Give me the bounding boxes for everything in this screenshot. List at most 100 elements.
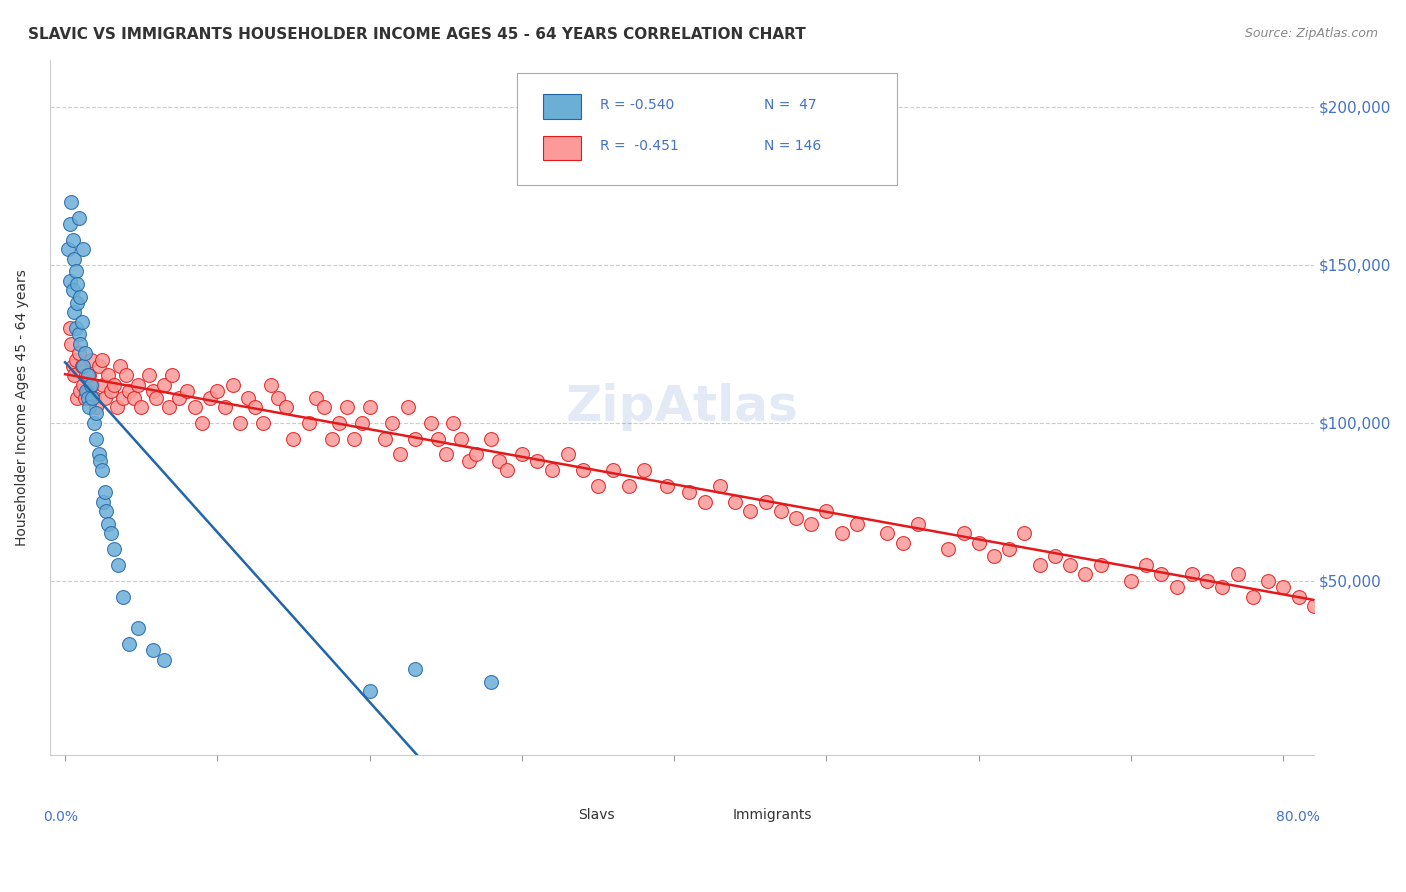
Point: [633, 463, 655, 477]
Point: [321, 432, 343, 446]
Point: [90, 352, 112, 367]
Point: [69, 384, 91, 399]
Point: [557, 447, 579, 461]
Point: [91, 378, 114, 392]
Point: [283, 432, 305, 446]
Point: [100, 526, 122, 541]
Point: [419, 416, 441, 430]
Point: [90, 463, 112, 477]
Point: [967, 536, 990, 550]
Point: [1241, 590, 1264, 604]
Point: [105, 400, 128, 414]
Point: [488, 454, 510, 468]
Point: [1257, 574, 1279, 588]
Point: [298, 416, 321, 430]
Point: [59, 321, 82, 335]
Point: [274, 400, 297, 414]
Point: [876, 526, 898, 541]
Point: [831, 526, 853, 541]
Point: [1211, 580, 1233, 594]
Point: [97, 368, 120, 383]
Point: [65, 352, 87, 367]
Point: [191, 416, 214, 430]
Point: [693, 495, 716, 509]
Y-axis label: Householder Income Ages 45 - 64 years: Householder Income Ages 45 - 64 years: [15, 268, 30, 546]
Point: [87, 359, 110, 373]
Point: [107, 558, 129, 572]
Point: [69, 337, 91, 351]
Point: [907, 516, 929, 531]
Point: [740, 504, 762, 518]
Point: [67, 211, 90, 225]
Point: [93, 485, 115, 500]
Point: [62, 359, 84, 373]
Point: [1379, 590, 1402, 604]
Point: [80, 352, 103, 367]
Bar: [543, 95, 581, 119]
Point: [800, 516, 823, 531]
Point: [66, 277, 89, 291]
Point: [1028, 558, 1050, 572]
Point: [427, 432, 450, 446]
Point: [541, 463, 564, 477]
Point: [1302, 599, 1324, 613]
Point: [359, 684, 381, 698]
Point: [118, 384, 141, 399]
Point: [169, 391, 191, 405]
Point: [176, 384, 198, 399]
Text: Source: ZipAtlas.com: Source: ZipAtlas.com: [1244, 27, 1378, 40]
Point: [1197, 574, 1219, 588]
Point: [1393, 599, 1406, 613]
Point: [952, 526, 974, 541]
Point: [75, 368, 97, 383]
Point: [127, 621, 149, 635]
FancyBboxPatch shape: [517, 73, 897, 185]
Point: [59, 217, 82, 231]
Point: [998, 542, 1021, 557]
Point: [617, 479, 640, 493]
Text: R = -0.540: R = -0.540: [599, 98, 673, 112]
Text: R =  -0.451: R = -0.451: [599, 139, 678, 153]
Point: [1059, 558, 1081, 572]
Point: [70, 315, 93, 329]
Point: [724, 495, 747, 509]
Point: [65, 264, 87, 278]
Point: [96, 504, 118, 518]
Point: [350, 416, 373, 430]
Point: [815, 504, 838, 518]
Point: [1181, 567, 1204, 582]
Point: [72, 242, 94, 256]
Point: [80, 378, 103, 392]
Point: [97, 516, 120, 531]
Point: [1348, 599, 1371, 613]
Point: [100, 384, 122, 399]
Point: [70, 359, 93, 373]
Point: [259, 378, 281, 392]
Point: [60, 337, 83, 351]
Point: [465, 447, 488, 461]
Point: [111, 391, 134, 405]
Point: [79, 368, 101, 383]
Point: [72, 359, 94, 373]
Point: [63, 368, 86, 383]
Point: [153, 378, 176, 392]
Point: [1135, 558, 1157, 572]
Point: [62, 233, 84, 247]
Point: [785, 510, 807, 524]
Text: 0.0%: 0.0%: [44, 810, 79, 824]
Point: [1043, 549, 1066, 563]
Point: [1317, 590, 1340, 604]
Point: [678, 485, 700, 500]
Point: [111, 590, 134, 604]
Point: [1014, 526, 1036, 541]
Point: [73, 391, 96, 405]
Point: [245, 400, 267, 414]
Point: [1119, 574, 1142, 588]
Point: [77, 384, 100, 399]
Text: SLAVIC VS IMMIGRANTS HOUSEHOLDER INCOME AGES 45 - 64 YEARS CORRELATION CHART: SLAVIC VS IMMIGRANTS HOUSEHOLDER INCOME …: [28, 27, 806, 42]
Point: [602, 463, 624, 477]
Point: [138, 368, 160, 383]
Point: [936, 542, 959, 557]
Text: 80.0%: 80.0%: [1277, 810, 1320, 824]
Point: [153, 653, 176, 667]
